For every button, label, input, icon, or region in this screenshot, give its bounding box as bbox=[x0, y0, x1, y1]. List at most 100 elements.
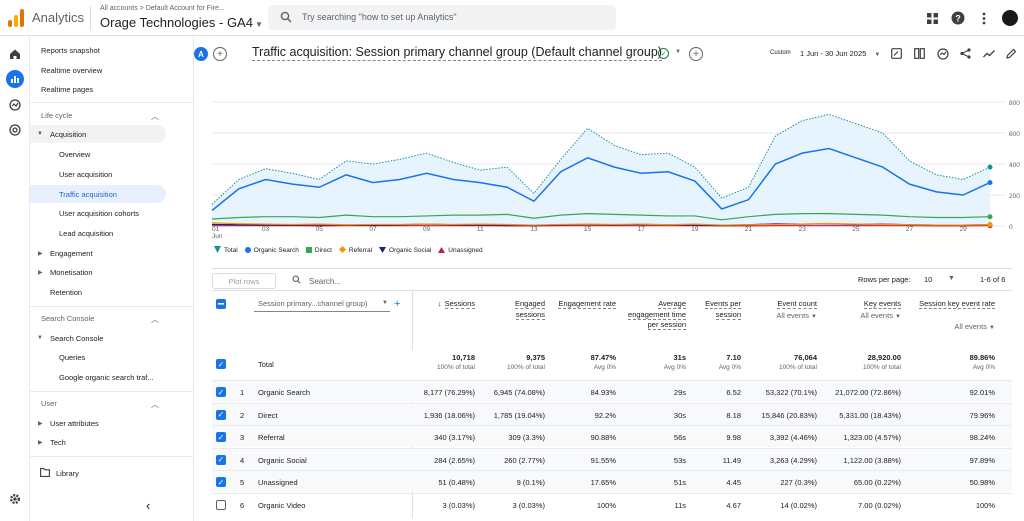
sidebar-item-retention[interactable]: Retention bbox=[50, 287, 83, 297]
column-header[interactable]: Engaged sessions bbox=[485, 299, 545, 320]
row-cell: 6,945 (74.08%) bbox=[493, 388, 545, 397]
account-avatar[interactable] bbox=[1002, 10, 1018, 26]
sidebar-item-overview[interactable]: Overview bbox=[59, 149, 91, 159]
total-checkbox[interactable]: ✓ bbox=[216, 359, 226, 369]
check-circle-icon: ✓ bbox=[658, 48, 669, 59]
select-all-checkbox[interactable] bbox=[216, 299, 226, 309]
column-header[interactable]: Average engagement time per session bbox=[616, 299, 686, 331]
sidebar-item-library[interactable]: Library bbox=[30, 464, 166, 482]
legend-item[interactable]: Total bbox=[214, 246, 238, 255]
column-header[interactable]: Key events bbox=[811, 299, 901, 310]
add-comparison-plus-icon[interactable]: + bbox=[213, 47, 227, 61]
sidebar-item-user-attributes[interactable]: ▶ User attributes bbox=[30, 414, 166, 432]
table-row[interactable]: ✓ 1 Organic Search 8,177 (76.29%) 6,945 (74.… bbox=[212, 380, 1012, 402]
chevron-down-icon[interactable]: ▼ bbox=[948, 275, 955, 282]
row-checkbox[interactable]: ✓ bbox=[216, 409, 226, 420]
row-checkbox[interactable]: ✓ bbox=[216, 477, 226, 488]
series-line-organic-search[interactable] bbox=[211, 147, 991, 212]
legend-item[interactable]: Direct bbox=[305, 246, 332, 255]
edit-pencil-icon[interactable] bbox=[1005, 47, 1018, 60]
page-title[interactable]: Traffic acquisition: Session primary cha… bbox=[252, 45, 662, 61]
add-dimension-plus-icon[interactable]: + bbox=[394, 298, 401, 310]
legend-item[interactable]: Organic Search bbox=[244, 246, 299, 255]
reports-icon[interactable] bbox=[6, 70, 24, 88]
sidebar-item-google-organic-search-traffic[interactable]: Google organic search traf... bbox=[59, 372, 154, 382]
legend-label: Unassigned bbox=[448, 247, 483, 254]
series-end-point[interactable] bbox=[987, 222, 993, 228]
column-header[interactable]: Engagement rate bbox=[556, 299, 616, 310]
row-checkbox[interactable] bbox=[216, 500, 226, 510]
help-icon[interactable]: ? bbox=[950, 10, 966, 26]
table-row[interactable]: ✓ 5 Unassigned 51 (0.48%) 9 (0.1%) 17.65% 51s 4… bbox=[212, 470, 1012, 493]
column-header[interactable]: Events per session bbox=[701, 299, 741, 320]
sidebar-item-engagement[interactable]: ▶ Engagement bbox=[30, 244, 166, 262]
share-icon[interactable] bbox=[959, 47, 972, 60]
search-bar[interactable]: Try searching "how to set up Analytics" bbox=[268, 5, 616, 30]
event-filter-select[interactable]: All events ▼ bbox=[737, 311, 817, 320]
sidebar-item-lead-acquisition[interactable]: Lead acquisition bbox=[59, 228, 114, 238]
event-filter-select[interactable]: All events ▼ bbox=[811, 311, 901, 320]
compare-columns-icon[interactable] bbox=[913, 47, 926, 60]
breadcrumb[interactable]: All accounts > Default Account for Fire.… bbox=[100, 5, 225, 12]
table-search[interactable]: Search... bbox=[292, 275, 341, 286]
row-cell: 3 (0.03%) bbox=[512, 501, 545, 510]
property-selector[interactable]: Orage Technologies - GA4 ▼ bbox=[100, 15, 263, 30]
sort-arrow-down-icon[interactable]: ↓ bbox=[437, 299, 442, 308]
dimension-select[interactable]: Session primary...channel group) ▼ bbox=[254, 299, 390, 312]
sidebar-item-tech[interactable]: ▶ Tech bbox=[30, 433, 166, 451]
legend-item[interactable]: Organic Social bbox=[379, 246, 431, 255]
column-header[interactable]: ↓ Sessions bbox=[405, 299, 475, 310]
table-row[interactable]: ✓ 2 Direct 1,936 (18.06%) 1,785 (19.04%) 92.2… bbox=[212, 402, 1012, 425]
sidebar-item-monetisation[interactable]: ▶ Monetisation bbox=[30, 263, 166, 281]
chevron-down-icon[interactable]: ▼ bbox=[675, 49, 681, 55]
series-end-point[interactable] bbox=[987, 180, 993, 186]
x-tick-label: 27 bbox=[906, 226, 914, 233]
date-range-selector[interactable]: 1 Jun - 30 Jun 2025 ▼ bbox=[800, 49, 880, 58]
sidebar-item-reports-snapshot[interactable]: Reports snapshot bbox=[41, 45, 100, 55]
event-filter-select[interactable]: All events ▼ bbox=[915, 322, 995, 331]
sidebar-item-realtime-overview[interactable]: Realtime overview bbox=[41, 65, 103, 75]
sidebar-item-traffic-acquisition[interactable]: Traffic acquisition bbox=[30, 185, 166, 203]
advertising-icon[interactable] bbox=[7, 122, 23, 138]
table-row[interactable]: 6 Organic Video 3 (0.03%) 3 (0.03%) 100% 11s 4… bbox=[212, 493, 1012, 515]
sidebar-item-user-acquisition[interactable]: User acquisition bbox=[59, 169, 113, 179]
row-checkbox[interactable]: ✓ bbox=[216, 454, 226, 465]
table-row[interactable]: ✓ 3 Referral 340 (3.17%) 309 (3.3%) 90.88% 56s… bbox=[212, 425, 1012, 448]
rows-per-page-select[interactable]: 10 bbox=[924, 275, 933, 284]
series-line-total[interactable] bbox=[211, 113, 991, 205]
apps-grid-icon[interactable] bbox=[924, 10, 940, 26]
collapse-chevron-left-icon[interactable]: ‹ bbox=[146, 498, 151, 513]
section-lifecycle[interactable]: Life cycle ︿ bbox=[41, 111, 159, 121]
column-header[interactable]: Event count bbox=[737, 299, 817, 310]
series-line-referral[interactable] bbox=[211, 222, 991, 226]
home-icon[interactable] bbox=[7, 46, 23, 62]
sidebar-item-realtime-pages[interactable]: Realtime pages bbox=[41, 84, 94, 94]
section-search-console[interactable]: Search Console ︿ bbox=[41, 314, 159, 324]
insights-icon[interactable] bbox=[936, 47, 949, 60]
explore-icon[interactable] bbox=[7, 97, 23, 113]
settings-gear-icon[interactable] bbox=[7, 491, 23, 507]
comparison-chip[interactable]: A bbox=[194, 47, 208, 61]
legend-item[interactable]: Unassigned bbox=[438, 246, 483, 255]
trending-icon[interactable] bbox=[982, 47, 995, 60]
sidebar-item-queries[interactable]: Queries bbox=[59, 352, 86, 362]
series-end-point[interactable] bbox=[987, 214, 993, 220]
row-checkbox[interactable]: ✓ bbox=[216, 432, 226, 443]
table-row[interactable]: ✓ 4 Organic Social 284 (2.65%) 260 (2.77%) 91… bbox=[212, 447, 1012, 470]
sidebar-item-search-console[interactable]: ▼ Search Console bbox=[30, 329, 166, 347]
legend-item[interactable]: Referral bbox=[338, 246, 372, 255]
section-user[interactable]: User ︿ bbox=[41, 399, 159, 409]
add-plus-icon[interactable]: + bbox=[689, 47, 703, 61]
plot-rows-button[interactable]: Plot rows bbox=[212, 273, 276, 289]
row-checkbox[interactable]: ✓ bbox=[216, 387, 226, 397]
analytics-logo-icon[interactable] bbox=[8, 9, 24, 27]
sidebar-item-acquisition[interactable]: ▼ Acquisition bbox=[30, 125, 166, 143]
sidebar-item-user-acquisition-cohorts[interactable]: User acquisition cohorts bbox=[59, 208, 140, 218]
series-line-direct[interactable] bbox=[211, 212, 991, 221]
total-value: 7.10 bbox=[726, 353, 741, 362]
series-end-point[interactable] bbox=[987, 164, 993, 170]
row-cell: 11s bbox=[674, 501, 686, 510]
column-header[interactable]: Session key event rate bbox=[915, 299, 995, 310]
more-vert-icon[interactable] bbox=[976, 10, 992, 26]
customize-report-icon[interactable] bbox=[890, 47, 903, 60]
